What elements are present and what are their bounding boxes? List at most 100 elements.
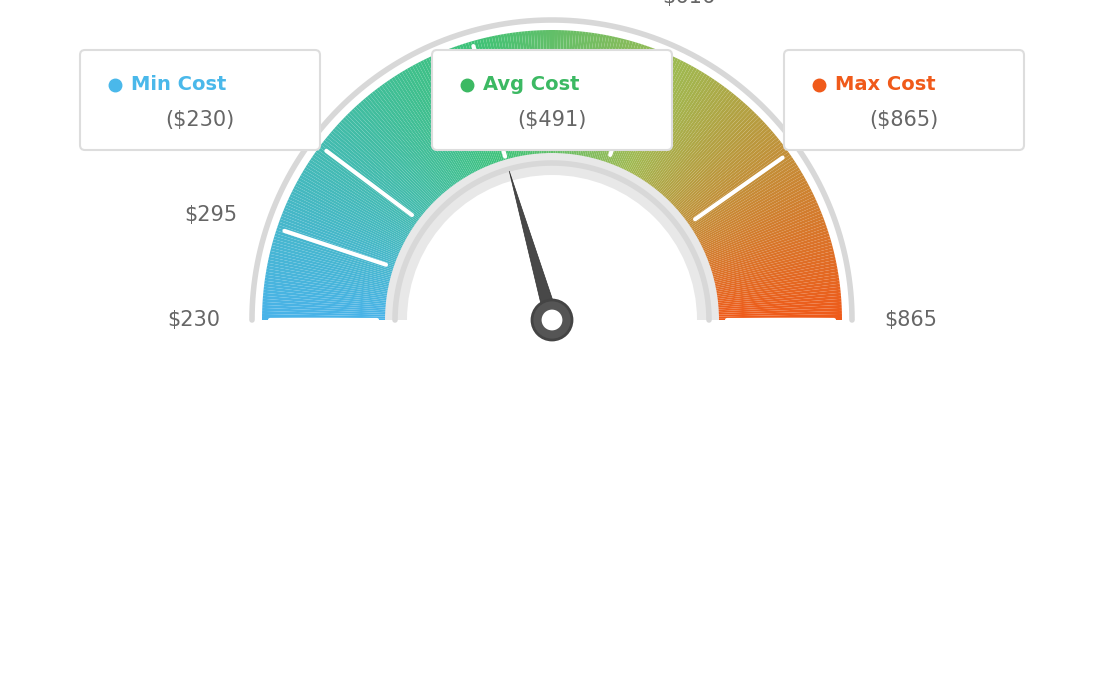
Wedge shape bbox=[689, 159, 795, 230]
Wedge shape bbox=[679, 135, 777, 216]
Wedge shape bbox=[263, 290, 388, 304]
Wedge shape bbox=[602, 43, 641, 163]
Wedge shape bbox=[353, 106, 440, 199]
Wedge shape bbox=[704, 210, 821, 259]
Wedge shape bbox=[692, 167, 800, 235]
Wedge shape bbox=[263, 302, 388, 311]
Wedge shape bbox=[293, 188, 405, 246]
Wedge shape bbox=[650, 87, 728, 188]
Wedge shape bbox=[262, 308, 388, 315]
Wedge shape bbox=[498, 34, 523, 158]
Wedge shape bbox=[625, 60, 683, 173]
Wedge shape bbox=[263, 293, 388, 306]
Wedge shape bbox=[609, 48, 656, 166]
Wedge shape bbox=[404, 69, 469, 178]
Wedge shape bbox=[714, 272, 838, 294]
Wedge shape bbox=[713, 257, 836, 286]
Wedge shape bbox=[567, 31, 582, 156]
Wedge shape bbox=[448, 48, 495, 166]
Wedge shape bbox=[699, 188, 811, 246]
Wedge shape bbox=[299, 175, 410, 239]
Wedge shape bbox=[279, 219, 397, 264]
Wedge shape bbox=[606, 46, 650, 165]
Wedge shape bbox=[376, 87, 454, 188]
Wedge shape bbox=[516, 32, 533, 157]
Wedge shape bbox=[454, 46, 498, 165]
Circle shape bbox=[542, 310, 562, 331]
Wedge shape bbox=[434, 54, 487, 169]
Wedge shape bbox=[347, 112, 436, 204]
Wedge shape bbox=[716, 302, 841, 311]
Wedge shape bbox=[276, 228, 395, 269]
Wedge shape bbox=[317, 147, 420, 223]
Wedge shape bbox=[265, 275, 389, 296]
Wedge shape bbox=[402, 70, 468, 179]
Wedge shape bbox=[559, 30, 567, 155]
Wedge shape bbox=[477, 39, 511, 161]
Wedge shape bbox=[278, 221, 396, 266]
Wedge shape bbox=[583, 35, 609, 158]
Wedge shape bbox=[265, 277, 389, 297]
FancyBboxPatch shape bbox=[432, 50, 672, 150]
FancyBboxPatch shape bbox=[784, 50, 1025, 150]
Wedge shape bbox=[637, 72, 704, 180]
Wedge shape bbox=[562, 30, 573, 155]
Wedge shape bbox=[645, 80, 718, 184]
Wedge shape bbox=[349, 110, 438, 202]
Wedge shape bbox=[280, 216, 397, 262]
Wedge shape bbox=[275, 233, 394, 273]
Wedge shape bbox=[358, 103, 443, 197]
Wedge shape bbox=[360, 101, 444, 196]
Wedge shape bbox=[686, 150, 788, 224]
Wedge shape bbox=[716, 314, 842, 318]
Wedge shape bbox=[605, 45, 647, 164]
Wedge shape bbox=[716, 296, 841, 308]
Wedge shape bbox=[702, 199, 817, 253]
Wedge shape bbox=[698, 186, 810, 245]
Wedge shape bbox=[616, 52, 667, 168]
Wedge shape bbox=[673, 124, 767, 210]
Wedge shape bbox=[534, 30, 543, 155]
Wedge shape bbox=[574, 32, 594, 157]
Text: $491: $491 bbox=[407, 0, 460, 1]
Wedge shape bbox=[703, 205, 819, 256]
Wedge shape bbox=[554, 30, 559, 155]
Wedge shape bbox=[321, 142, 422, 220]
Wedge shape bbox=[519, 32, 534, 156]
Wedge shape bbox=[355, 104, 442, 199]
Wedge shape bbox=[330, 130, 427, 213]
Wedge shape bbox=[269, 251, 392, 282]
Wedge shape bbox=[428, 57, 484, 170]
Wedge shape bbox=[707, 216, 824, 262]
Wedge shape bbox=[593, 39, 627, 161]
Wedge shape bbox=[691, 165, 798, 233]
Wedge shape bbox=[672, 121, 765, 208]
Wedge shape bbox=[368, 95, 448, 193]
Wedge shape bbox=[370, 92, 449, 192]
Wedge shape bbox=[614, 52, 665, 168]
Wedge shape bbox=[545, 30, 550, 155]
Wedge shape bbox=[671, 119, 763, 207]
Wedge shape bbox=[570, 32, 585, 156]
Wedge shape bbox=[457, 45, 499, 164]
Wedge shape bbox=[268, 259, 391, 288]
Wedge shape bbox=[708, 225, 827, 267]
Wedge shape bbox=[364, 97, 447, 194]
Wedge shape bbox=[500, 34, 524, 157]
Wedge shape bbox=[329, 132, 426, 215]
Wedge shape bbox=[459, 44, 501, 164]
Wedge shape bbox=[273, 239, 393, 275]
Wedge shape bbox=[628, 63, 689, 175]
Wedge shape bbox=[264, 284, 389, 301]
Wedge shape bbox=[325, 137, 424, 217]
Wedge shape bbox=[716, 308, 842, 315]
Text: $741: $741 bbox=[824, 109, 877, 129]
Wedge shape bbox=[676, 128, 772, 213]
Wedge shape bbox=[285, 205, 401, 256]
Wedge shape bbox=[654, 91, 732, 190]
Wedge shape bbox=[302, 170, 411, 236]
Circle shape bbox=[532, 300, 572, 340]
Text: $865: $865 bbox=[884, 310, 937, 330]
Wedge shape bbox=[277, 225, 396, 267]
Wedge shape bbox=[585, 36, 613, 159]
